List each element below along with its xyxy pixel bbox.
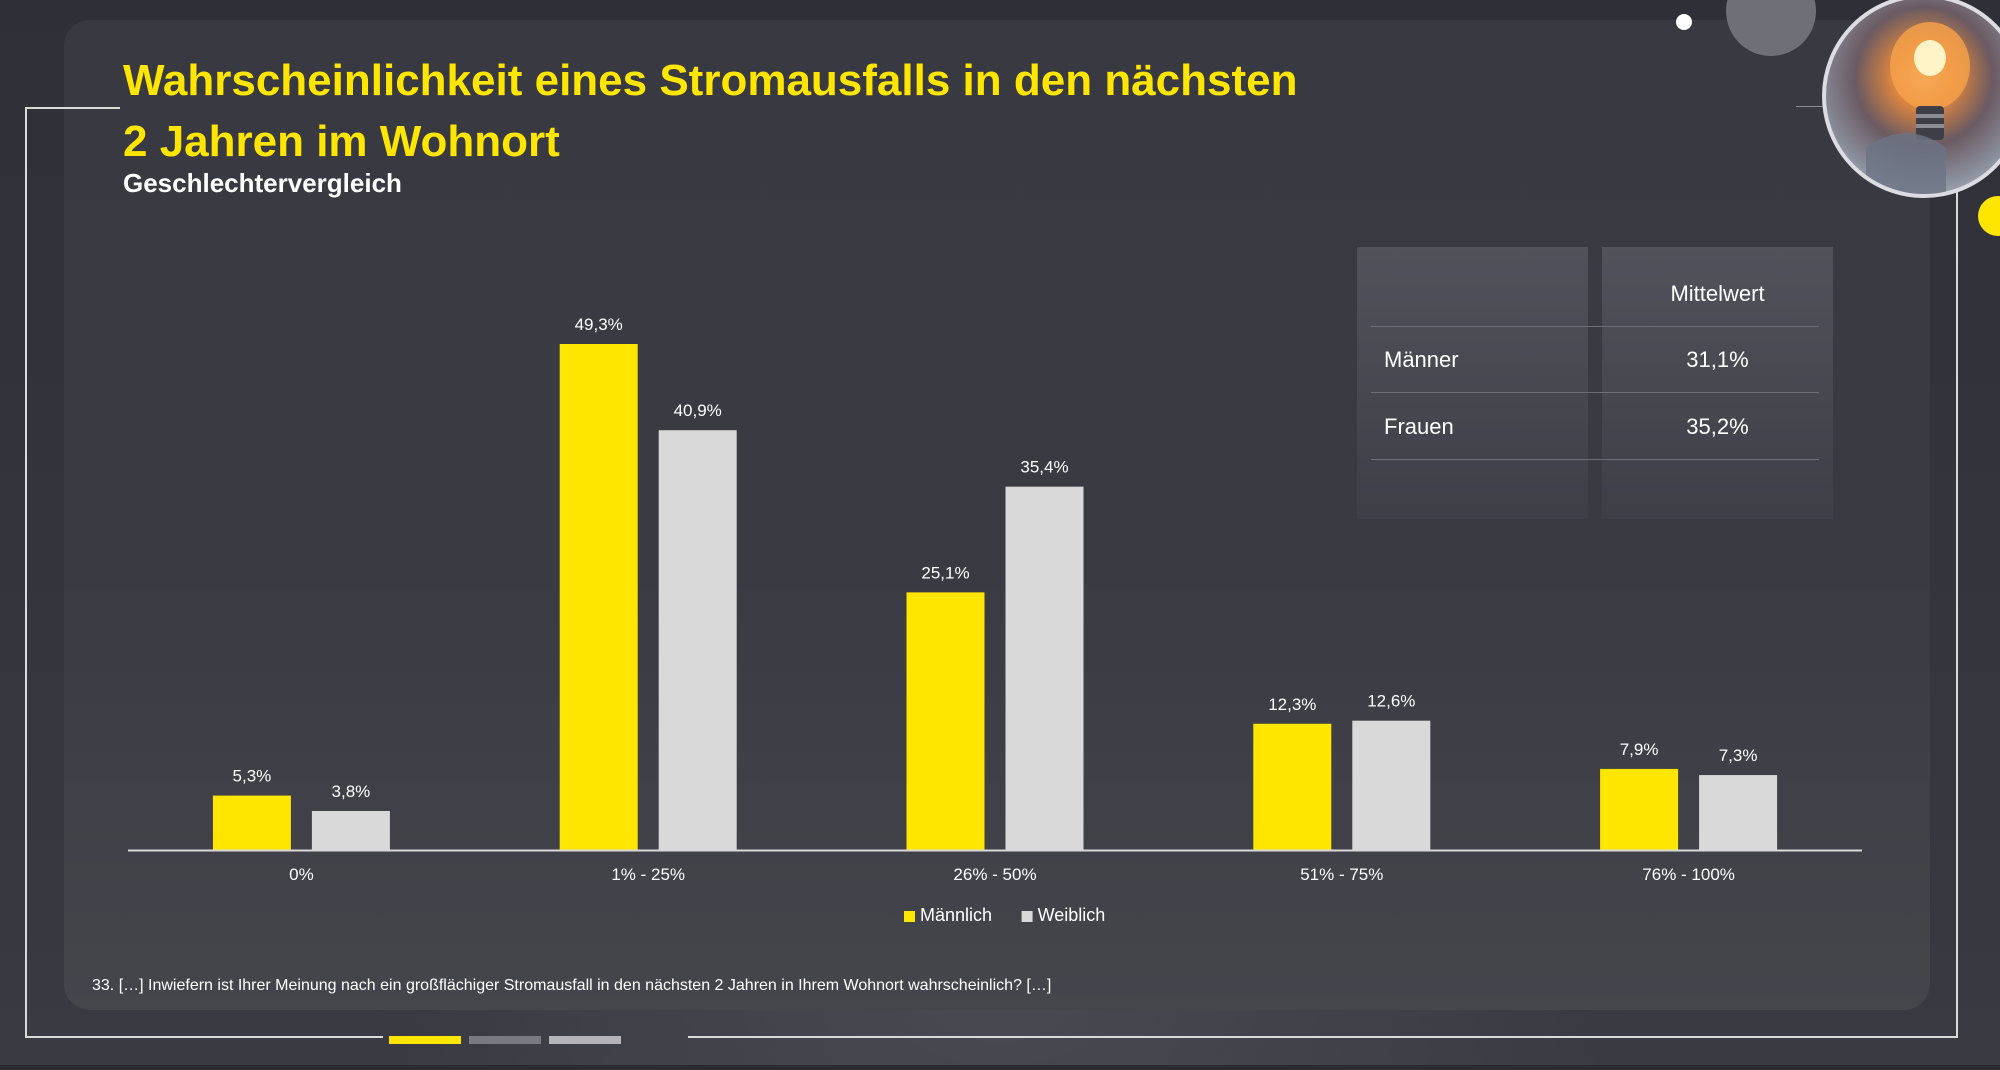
page-title: Wahrscheinlichkeit eines Stromausfalls i… — [123, 50, 1383, 172]
frame-line-top-left — [25, 107, 120, 109]
mean-table-rule — [1371, 459, 1819, 460]
bar-weiblich — [311, 810, 390, 850]
bar-männlich — [1253, 723, 1332, 850]
pager-segment[interactable] — [549, 1036, 621, 1044]
frame-line-bottom-right — [688, 1036, 1958, 1038]
data-label: 25,1% — [921, 563, 969, 582]
legend-label: Männlich — [920, 905, 992, 925]
mean-table-header: Mittelwert — [1670, 281, 1765, 306]
mean-table-rule — [1371, 392, 1819, 393]
title-line-2: 2 Jahren im Wohnort — [123, 117, 560, 166]
x-tick-label: 51% - 75% — [1300, 865, 1383, 884]
legend-swatch — [1021, 911, 1033, 922]
data-label: 7,9% — [1620, 740, 1659, 759]
legend-swatch — [904, 911, 915, 922]
bar-männlich — [1600, 768, 1679, 850]
bar-männlich — [212, 795, 291, 850]
bar-männlich — [559, 344, 638, 850]
bar-weiblich — [1005, 486, 1084, 850]
data-label: 5,3% — [233, 767, 272, 786]
bar-weiblich — [658, 430, 737, 850]
x-tick-label: 76% - 100% — [1642, 865, 1735, 884]
lightbulb-icon — [1866, 22, 1970, 194]
mean-table-row-label: Frauen — [1384, 414, 1454, 439]
data-label: 12,3% — [1268, 695, 1316, 714]
mean-table-row-label: Männer — [1384, 347, 1459, 372]
x-tick-label: 26% - 50% — [953, 865, 1036, 884]
x-tick-label: 1% - 25% — [611, 865, 685, 884]
title-line-1: Wahrscheinlichkeit eines Stromausfalls i… — [123, 56, 1298, 105]
bar-männlich — [906, 592, 985, 850]
lightbulb-image — [1822, 0, 2000, 198]
legend-label: Weiblich — [1038, 905, 1106, 925]
pager-segment[interactable] — [469, 1036, 541, 1044]
mean-table-rule — [1371, 326, 1819, 327]
bar-weiblich — [1352, 720, 1431, 850]
mean-table-value-column — [1602, 247, 1833, 519]
frame-line-right — [1956, 180, 1958, 1038]
page-subtitle: Geschlechtervergleich — [123, 168, 402, 198]
data-label: 12,6% — [1367, 692, 1415, 711]
data-label: 40,9% — [674, 401, 722, 420]
mean-table-label-column — [1357, 247, 1588, 519]
x-tick-label: 0% — [289, 865, 314, 884]
bar-weiblich — [1699, 775, 1778, 850]
frame-line-left — [25, 107, 27, 1037]
data-label: 49,3% — [575, 315, 623, 334]
pager-segment-active[interactable] — [389, 1036, 461, 1044]
data-label: 3,8% — [332, 782, 371, 801]
mean-table: Mittelwert Männer 31,1% Frauen 35,2% — [1357, 247, 1833, 519]
data-label: 35,4% — [1020, 458, 1068, 477]
footnote: 33. […] Inwiefern ist Ihrer Meinung nach… — [92, 977, 1052, 994]
yellow-dot — [1978, 196, 2000, 236]
mean-table-row-value: 31,1% — [1686, 347, 1749, 372]
frame-line-bottom-left — [25, 1036, 383, 1038]
connector-line — [1796, 106, 1826, 107]
mean-table-row-value: 35,2% — [1686, 414, 1749, 439]
data-label: 7,3% — [1719, 746, 1758, 765]
small-white-dot — [1676, 14, 1692, 30]
